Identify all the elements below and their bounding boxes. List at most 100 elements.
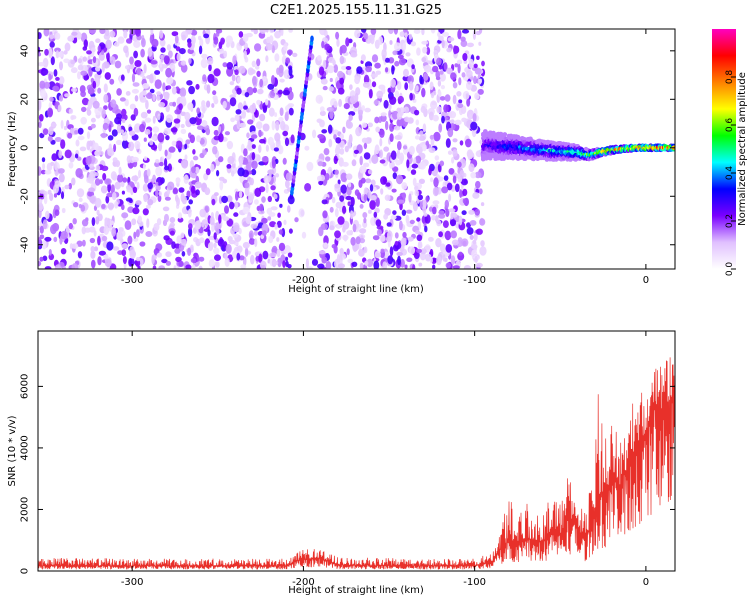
heatmap-noise-cell xyxy=(428,111,434,121)
heatmap-noise-cell xyxy=(445,138,451,148)
heatmap-noise-cell xyxy=(429,81,434,91)
heatmap-noise-cell xyxy=(140,111,148,119)
heatmap-noise-cell xyxy=(38,46,41,54)
heatmap-noise-cell xyxy=(460,105,467,114)
heatmap-noise-cell xyxy=(171,86,177,95)
heatmap-noise-cell xyxy=(69,243,74,250)
heatmap-noise-cell xyxy=(373,211,378,218)
heatmap-noise-cell xyxy=(337,87,345,95)
heatmap-noise-cell xyxy=(406,159,410,169)
heatmap-noise-cell xyxy=(171,241,176,250)
heatmap-noise-cell xyxy=(213,36,219,45)
heatmap-noise-cell xyxy=(188,199,193,205)
heatmap-noise-cell xyxy=(321,40,325,49)
heatmap-noise-cell xyxy=(117,36,125,44)
heatmap-noise-cell xyxy=(76,188,85,198)
heatmap-noise-cell xyxy=(396,251,404,257)
snr-y-axis-label: SNR (10 * v/v) xyxy=(7,415,18,486)
heatmap-noise-cell xyxy=(459,189,463,198)
heatmap-noise-cell xyxy=(259,260,267,269)
heatmap-noise-cell xyxy=(134,126,140,133)
heatmap-noise-cell xyxy=(269,35,274,44)
heatmap-noise-cell xyxy=(282,157,287,165)
heatmap-noise-cell xyxy=(254,109,259,118)
heatmap-noise-cell xyxy=(392,172,397,180)
heatmap-noise-cell xyxy=(472,30,476,40)
heatmap-noise-cell xyxy=(404,264,408,269)
heatmap-noise-cell xyxy=(92,56,97,64)
heatmap-noise-cell xyxy=(231,170,235,177)
heatmap-noise-cell xyxy=(371,154,379,164)
heatmap-noise-cell xyxy=(353,149,359,154)
heatmap-noise-cell xyxy=(187,247,192,256)
heatmap-noise-cell xyxy=(385,120,389,131)
heatmap-noise-cell xyxy=(201,53,208,59)
heatmap-noise-cell xyxy=(203,173,209,181)
heatmap-noise-cell xyxy=(196,135,201,143)
heatmap-noise-cell xyxy=(39,234,45,240)
heatmap-noise-cell xyxy=(304,145,310,151)
heatmap-noise-cell xyxy=(199,138,205,145)
heatmap-noise-cell xyxy=(335,144,341,151)
heatmap-noise-cell xyxy=(239,157,243,168)
heatmap-noise-cell xyxy=(86,131,91,140)
heatmap-noise-cell xyxy=(397,95,404,104)
heatmap-noise-cell xyxy=(331,244,337,249)
heatmap-noise-cell xyxy=(280,29,284,37)
heatmap-noise-cell xyxy=(71,115,77,120)
heatmap-noise-cell xyxy=(278,145,284,155)
heatmap-noise-cell xyxy=(325,156,331,162)
heatmap-noise-cell xyxy=(229,201,235,210)
heatmap-noise-cell xyxy=(351,159,357,167)
heatmap-noise-cell xyxy=(349,95,357,105)
heatmap-noise-cell xyxy=(67,132,73,139)
heatmap-noise-cell xyxy=(374,149,377,155)
heatmap-noise-cell xyxy=(276,220,282,228)
heatmap-noise-cell xyxy=(437,31,441,37)
heatmap-noise-cell xyxy=(118,166,122,176)
heatmap-noise-cell xyxy=(135,229,140,238)
heatmap-noise-cell xyxy=(317,175,322,182)
heatmap-noise-cell xyxy=(470,244,478,250)
heatmap-noise-cell xyxy=(436,106,442,114)
heatmap-noise-cell xyxy=(178,260,184,267)
heatmap-noise-cell xyxy=(254,238,258,248)
heatmap-noise-cell xyxy=(285,172,293,182)
heatmap-noise-cell xyxy=(261,230,267,236)
heatmap-noise-cell xyxy=(444,94,451,102)
snr-panel: -300 -200 -100 0 0 2000 4000 6000 Height of st… xyxy=(7,330,676,596)
heatmap-noise-cell xyxy=(81,219,89,227)
heatmap-noise-cell xyxy=(262,75,267,82)
y-tick-label: 0 xyxy=(20,568,31,574)
heatmap-noise-cell xyxy=(416,234,423,242)
heatmap-noise-cell xyxy=(50,224,57,235)
heatmap-noise-cell xyxy=(287,103,295,108)
heatmap-noise-cell xyxy=(80,90,86,98)
heatmap-noise-cell xyxy=(240,264,247,269)
heatmap-noise-cell xyxy=(285,260,289,268)
heatmap-noise-cell xyxy=(199,38,204,48)
heatmap-noise-cell xyxy=(77,58,83,64)
heatmap-noise-cell xyxy=(133,231,137,239)
heatmap-noise-cell xyxy=(288,86,293,93)
heatmap-noise-cell xyxy=(411,163,419,169)
heatmap-noise-cell xyxy=(342,226,346,233)
heatmap-noise-cell xyxy=(251,144,256,149)
heatmap-noise-cell xyxy=(363,32,369,40)
heatmap-noise-cell xyxy=(106,52,110,61)
heatmap-noise-cell xyxy=(159,38,166,47)
heatmap-noise-cell xyxy=(469,234,474,240)
heatmap-noise-cell xyxy=(366,258,374,268)
heatmap-noise-cell xyxy=(89,237,96,244)
heatmap-noise-cell xyxy=(438,123,443,133)
heatmap-noise-cell xyxy=(135,259,141,268)
heatmap-noise-cell xyxy=(248,230,254,240)
heatmap-noise-cell xyxy=(462,90,470,100)
heatmap-noise-cell xyxy=(184,143,188,150)
heatmap-noise-cell xyxy=(164,158,168,168)
heatmap-noise-cell xyxy=(352,223,357,233)
heatmap-noise-cell xyxy=(325,261,332,269)
heatmap-noise-cell xyxy=(146,109,152,114)
heatmap-noise-cell xyxy=(198,35,202,41)
x-tick-label: 0 xyxy=(643,577,649,588)
